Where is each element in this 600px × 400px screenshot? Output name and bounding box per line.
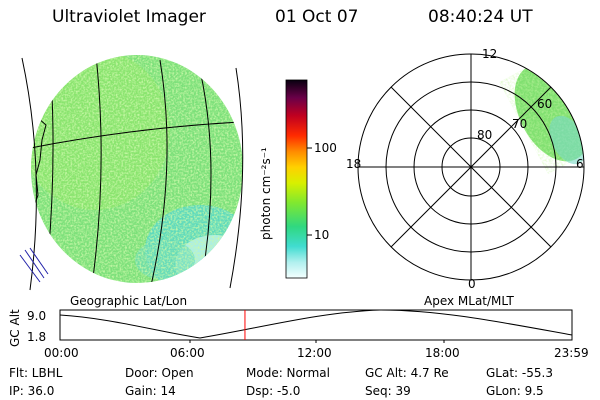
polar-mlt-12: 12 (482, 47, 498, 61)
time-tick-1200: 12:00 (297, 346, 332, 360)
glat-info: GLat: -55.3 (486, 366, 553, 380)
seq-info: Seq: 39 (365, 384, 411, 398)
altitude-plot (59, 309, 573, 343)
polar-mlt-18: 18 (346, 157, 362, 171)
observation-time: 08:40:24 UT (428, 7, 533, 27)
gc-alt-info: GC Alt: 4.7 Re (365, 366, 449, 380)
altitude-axis-label: GC Alt (8, 309, 22, 347)
ip-info: IP: 36.0 (9, 384, 55, 398)
filter-info: Flt: LBHL (9, 366, 63, 380)
time-tick-0600: 06:00 (170, 346, 205, 360)
observation-date: 01 Oct 07 (275, 7, 359, 27)
colorbar-unit-label: photon cm⁻²s⁻¹ (259, 147, 273, 240)
instrument-title: Ultraviolet Imager (52, 7, 206, 27)
geographic-caption: Geographic Lat/Lon (70, 294, 188, 308)
polar-mlt-0: 0 (468, 277, 476, 291)
time-tick-1800: 18:00 (425, 346, 460, 360)
glon-info: GLon: 9.5 (486, 384, 544, 398)
time-tick-2359: 23:59 (554, 346, 589, 360)
door-info: Door: Open (125, 366, 194, 380)
polar-mlt-6: 6 (576, 157, 584, 171)
polar-lat-70: 70 (512, 117, 528, 131)
color-bar (285, 79, 312, 279)
dsp-info: Dsp: -5.0 (246, 384, 301, 398)
geographic-image (19, 55, 244, 291)
polar-lat-80: 80 (477, 128, 493, 142)
colorbar-tick-10: 10 (314, 228, 330, 242)
apex-caption: Apex MLat/MLT (424, 294, 514, 308)
polar-plot (357, 53, 585, 281)
mode-info: Mode: Normal (246, 366, 330, 380)
altitude-tick-low: 1.8 (27, 330, 47, 344)
altitude-tick-high: 9.0 (27, 309, 47, 323)
polar-lat-60: 60 (537, 97, 553, 111)
gain-info: Gain: 14 (125, 384, 176, 398)
colorbar-tick-100: 100 (314, 141, 337, 155)
time-tick-0000: 00:00 (44, 346, 79, 360)
